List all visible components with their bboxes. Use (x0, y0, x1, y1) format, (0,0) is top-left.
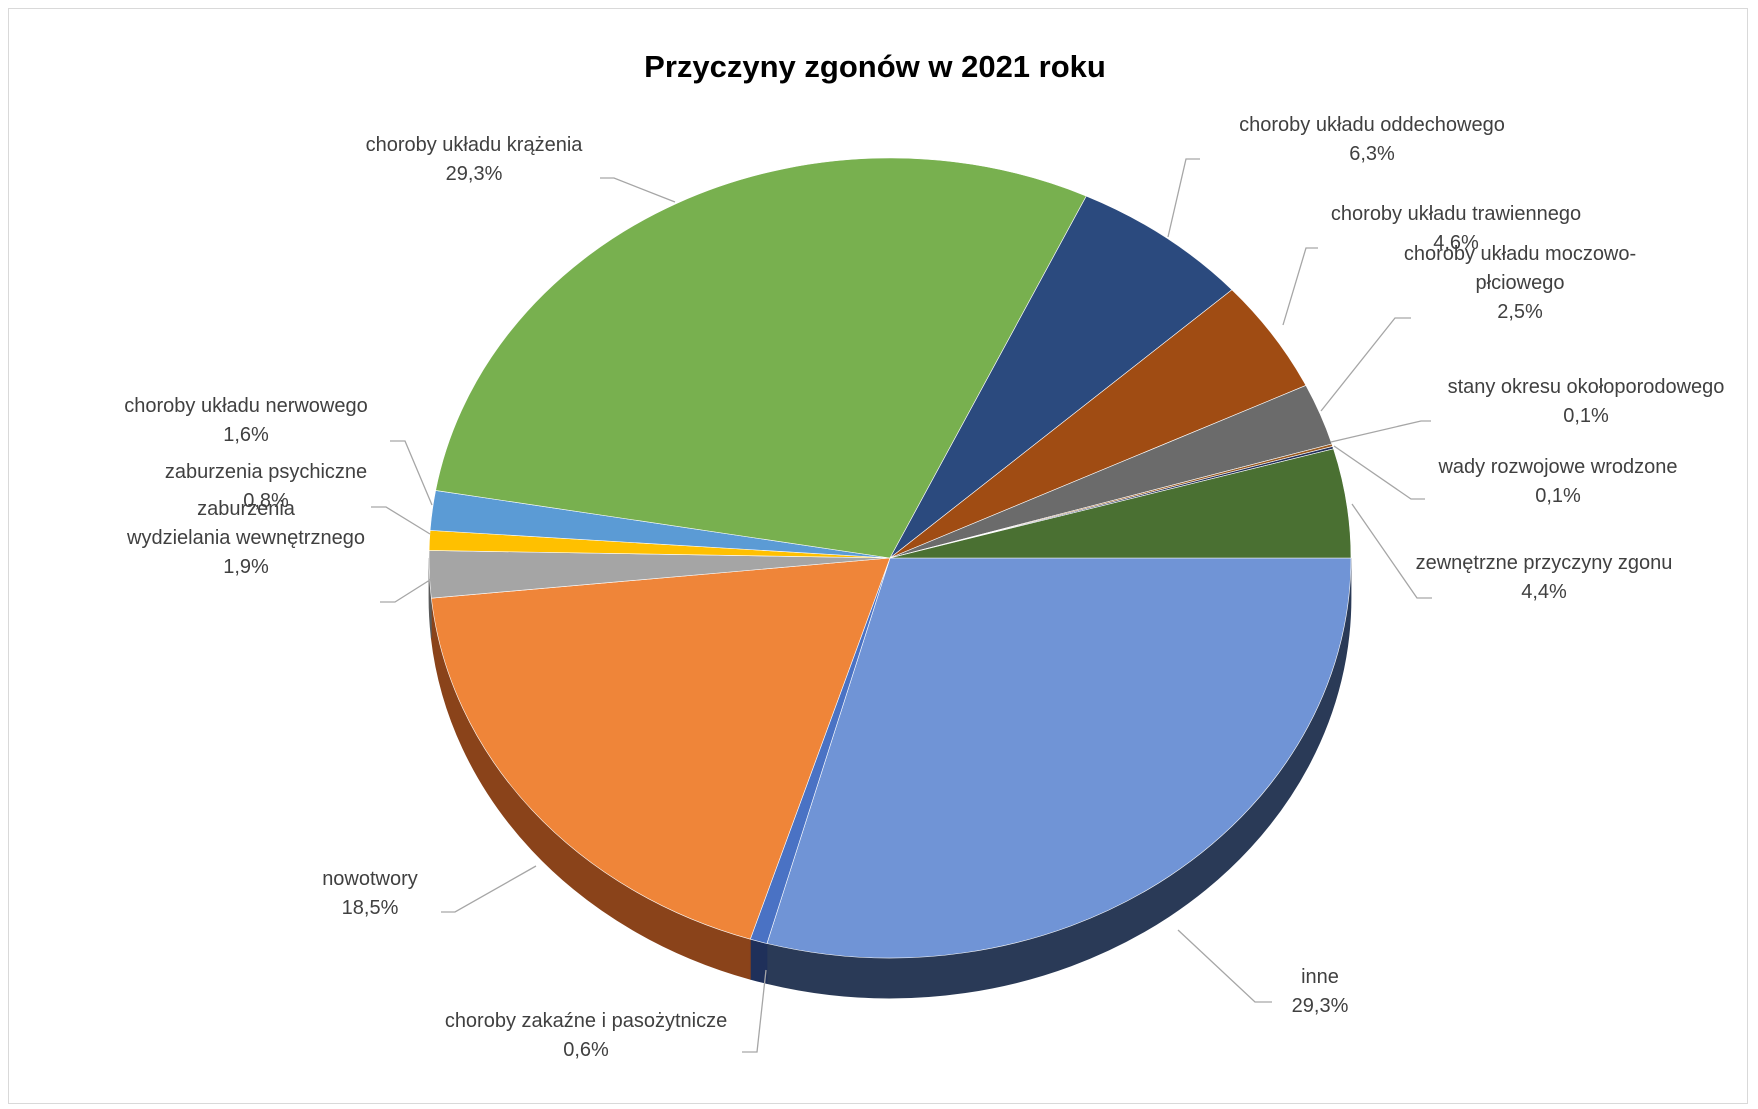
data-label-choroby-ukladu-krazenia: choroby układu krążenia 29,3% (366, 134, 584, 185)
data-label-value: 6,3% (1349, 143, 1395, 165)
data-label-value: 29,3% (446, 163, 503, 185)
leader-line-choroby-ukladu-trawiennego (1282, 247, 1318, 326)
data-label-value: 4,4% (1521, 581, 1567, 603)
chart-title: Przyczyny zgonów w 2021 roku (644, 49, 1106, 84)
leader-line-choroby-ukladu-nerwowego (390, 440, 433, 506)
data-label-text: choroby układu moczowo- (1404, 243, 1636, 265)
data-label-zewnetrzne-przyczyny-zgonu: zewnętrzne przyczyny zgonu 4,4% (1416, 552, 1673, 603)
data-label-value: 4,6% (1433, 232, 1479, 254)
data-label-value: 0,6% (563, 1039, 609, 1061)
data-label-value: 1,6% (223, 424, 269, 446)
data-label-text: wady rozwojowe wrodzone (1437, 456, 1677, 478)
leader-line-choroby-ukladu-krazenia (600, 177, 676, 203)
data-label-value: 29,3% (1292, 995, 1349, 1017)
data-label-text: choroby układu nerwowego (124, 395, 368, 417)
pie-slice-inne (766, 557, 1352, 959)
data-label-choroby-ukladu-nerwowego: choroby układu nerwowego 1,6% (124, 395, 368, 446)
data-label-nowotwory: nowotwory 18,5% (322, 868, 418, 919)
data-label-text: zaburzenia psychiczne (165, 461, 367, 483)
leader-line-zaburzenia-wydzielania-wewnetrznego (380, 577, 434, 603)
data-labels: inne 29,3% choroby zakaźne i pasożytnicze 0… (124, 114, 1724, 1061)
leader-line-nowotwory (441, 865, 537, 913)
pie-depth-layer (428, 557, 1352, 999)
pie-slice-zewnetrzne-przyczyny-zgonu (889, 448, 1352, 559)
data-label-text: choroby zakaźne i pasożytnicze (445, 1010, 727, 1032)
data-label-value: 0,1% (1563, 405, 1609, 427)
data-label-zaburzenia-psychiczne: zaburzenia psychiczne 0,8% (165, 461, 367, 512)
data-label-inne: inne 29,3% (1292, 966, 1349, 1017)
leader-line-zaburzenia-psychiczne (371, 506, 431, 535)
pie-slice-nowotwory (430, 557, 891, 940)
pie-top-layer (428, 157, 1352, 959)
data-label-text: zewnętrzne przyczyny zgonu (1416, 552, 1673, 574)
data-label-stany-okresu-okoloporodowego: stany okresu okołoporodowego 0,1% (1448, 376, 1725, 427)
data-label-choroby-ukladu-trawiennego: choroby układu trawiennego 4,6% (1331, 203, 1581, 254)
data-label-choroby-ukladu-oddechowego: choroby układu oddechowego 6,3% (1239, 114, 1505, 165)
data-label-text: choroby układu krążenia (366, 134, 584, 156)
data-label-text: choroby układu trawiennego (1331, 203, 1581, 225)
data-label-text: choroby układu oddechowego (1239, 114, 1505, 136)
leader-line-stany-okresu-okoloporodowego (1330, 420, 1431, 443)
data-label-text: wydzielania wewnętrznego (126, 527, 365, 549)
data-label-value: 2,5% (1497, 301, 1543, 323)
data-label-value: 0,1% (1535, 485, 1581, 507)
data-label-text: płciowego (1476, 272, 1565, 294)
leader-line-inne (1177, 929, 1272, 1003)
data-label-zaburzenia-wydzielania-wewnetrznego: zaburzenia wydzielania wewnętrznego 1,9% (126, 498, 365, 578)
data-label-value: 18,5% (342, 897, 399, 919)
data-label-text: stany okresu okołoporodowego (1448, 376, 1725, 398)
pie-side-choroby-zakazne-i-pasozytnicze (749, 938, 768, 984)
pie-slice-choroby-ukladu-oddechowego (889, 195, 1233, 559)
data-label-wady-rozwojowe-wrodzone: wady rozwojowe wrodzone 0,1% (1437, 456, 1677, 507)
leader-line-choroby-zakazne-i-pasozytnicze (742, 969, 767, 1053)
leader-lines (371, 158, 1432, 1053)
pie-slice-choroby-ukladu-krazenia (435, 157, 1087, 559)
data-label-value: 0,8% (243, 490, 289, 512)
data-label-choroby-zakazne-i-pasozytnicze: choroby zakaźne i pasożytnicze 0,6% (445, 1010, 727, 1061)
data-label-text: nowotwory (322, 868, 418, 890)
data-label-text: zaburzenia (197, 498, 296, 520)
leader-line-wady-rozwojowe-wrodzone (1333, 445, 1425, 500)
leader-line-zewnetrzne-przyczyny-zgonu (1351, 503, 1432, 599)
leader-line-choroby-ukladu-oddechowego (1167, 158, 1200, 238)
data-label-text: inne (1301, 966, 1339, 988)
leader-line-choroby-ukladu-moczowo-plciowego (1320, 317, 1411, 412)
data-label-choroby-ukladu-moczowo-plciowego: choroby układu moczowo-płciowego 2,5% (1404, 243, 1636, 323)
data-label-value: 1,9% (223, 556, 269, 578)
